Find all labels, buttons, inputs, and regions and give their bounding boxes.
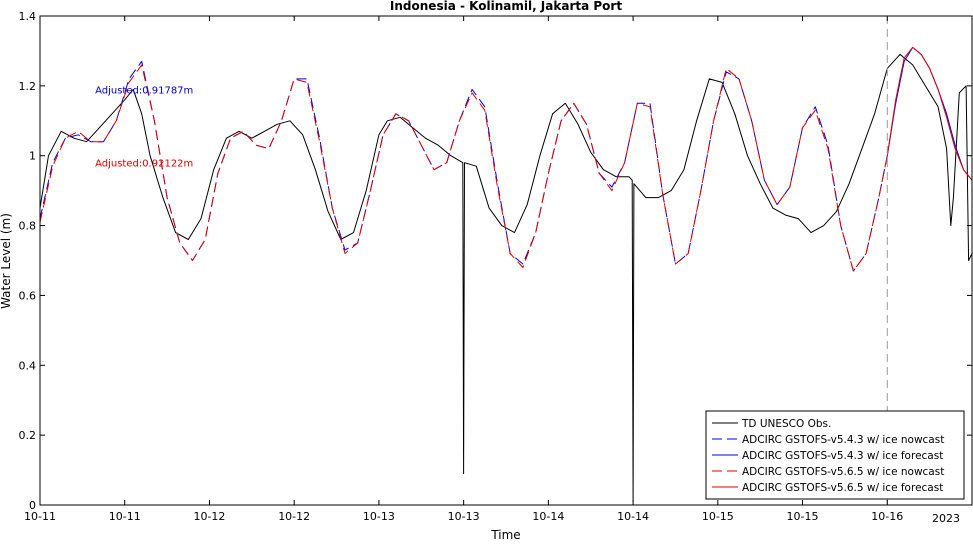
annotations-group: Adjusted:0.91787m Adjusted:0.92122m: [95, 85, 193, 169]
series-line-2: [39, 60, 888, 272]
x-axis-label: Time: [490, 528, 520, 541]
y-axis-label: Water Level (m): [0, 213, 13, 309]
x-tick-label: 10-15: [702, 510, 734, 523]
chart-title: Indonesia - Kolinamil, Jakarta Port: [390, 0, 622, 13]
year-label: 2023: [932, 512, 960, 525]
y-tick-label: 0.6: [19, 289, 37, 302]
y-tick-label: 0: [29, 499, 36, 512]
legend-box: [705, 410, 965, 500]
x-tick-label: 10-15: [787, 510, 819, 523]
axes-group: 0 0.2 0.4 0.6 0.8 1 1.2 1.4 10-11 10-11 10-12 10-12…: [19, 10, 973, 523]
legend-label: ADCIRC GSTOFS-v5.4.3 w/ ice nowcast: [742, 434, 944, 446]
legend-label: ADCIRC GSTOFS-v5.6.5 w/ ice forecast: [742, 482, 943, 494]
annotation-2: Adjusted:0.92122m: [95, 159, 193, 170]
legend: TD UNESCO Obs. ADCIRC GSTOFS-v5.4.3 w/ ic…: [705, 410, 965, 500]
annotation-1: Adjusted:0.91787m: [95, 85, 193, 96]
x-tick-label: 10-12: [193, 510, 225, 523]
x-tick-label: 10-14: [617, 510, 649, 523]
legend-label: ADCIRC GSTOFS-v5.6.5 w/ ice nowcast: [742, 466, 944, 478]
series-line-1: [39, 53, 973, 502]
y-tick-label: 1: [29, 150, 36, 163]
series-line-5: [886, 46, 973, 181]
x-tick-label: 10-11: [109, 510, 141, 523]
legend-label: TD UNESCO Obs.: [741, 418, 831, 430]
x-tick-label: 10-12: [278, 510, 310, 523]
x-tick-label: 10-14: [532, 510, 564, 523]
y-tick-label: 0.2: [19, 429, 37, 442]
x-tick-label: 10-11: [24, 510, 56, 523]
y-tick-label: 0.4: [19, 359, 37, 372]
x-tick-label: 10-16: [871, 510, 903, 523]
y-tick-label: 0.8: [19, 220, 37, 233]
plot-area-border: [39, 15, 973, 506]
x-tick-label: 10-13: [363, 510, 395, 523]
series-line-4: [39, 64, 888, 272]
series-group: [39, 46, 973, 502]
legend-label: ADCIRC GSTOFS-v5.4.3 w/ ice forecast: [742, 450, 943, 462]
y-tick-label: 1.2: [19, 80, 37, 93]
y-tick-label: 1.4: [19, 10, 37, 23]
x-tick-label: 10-13: [448, 510, 480, 523]
